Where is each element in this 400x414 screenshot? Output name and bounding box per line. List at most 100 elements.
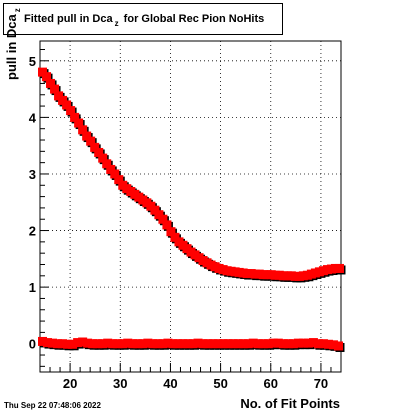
x-tick-label: 60: [264, 376, 278, 391]
data-point: [158, 214, 168, 224]
y-tick-label: 1: [29, 280, 36, 295]
data-point: [143, 338, 153, 348]
x-axis-label: No. of Fit Points: [240, 396, 340, 411]
data-point: [268, 338, 278, 348]
data-point: [98, 153, 108, 163]
data-point: [82, 131, 92, 141]
data-point: [133, 339, 143, 349]
data-point: [46, 78, 56, 88]
data-point: [193, 338, 203, 348]
data-point: [158, 339, 168, 349]
data-point: [203, 339, 213, 349]
data-point: [66, 106, 76, 116]
data-point: [253, 339, 263, 349]
y-tick-label: 5: [29, 54, 36, 69]
data-point: [78, 337, 88, 347]
data-point: [103, 338, 113, 348]
data-point: [208, 339, 218, 349]
data-point: [78, 125, 88, 135]
data-point: [308, 338, 318, 348]
data-point: [318, 339, 328, 349]
data-point: [63, 339, 73, 349]
data-point: [288, 339, 298, 349]
chart-title-box: Fitted pull in Dca z for Global Rec Pion …: [3, 3, 283, 35]
data-point: [166, 227, 176, 237]
data-point: [43, 338, 53, 348]
y-axis-label-main: pull in Dca: [4, 14, 19, 80]
data-point: [178, 339, 188, 349]
data-point: [273, 338, 283, 348]
data-point: [123, 338, 133, 348]
data-point: [188, 339, 198, 349]
data-point: [313, 339, 323, 349]
data-point: [278, 339, 288, 349]
data-point: [238, 339, 248, 349]
data-point: [223, 339, 233, 349]
data-point: [94, 147, 104, 157]
data-point: [86, 136, 96, 146]
data-point: [42, 72, 52, 82]
y-axis-label-subscript: z: [13, 8, 22, 13]
data-point: [170, 232, 180, 242]
x-tick-label: 50: [213, 376, 227, 391]
timestamp-footer: Thu Sep 22 07:48:06 2022: [4, 401, 101, 410]
data-point: [50, 84, 60, 94]
data-point: [328, 340, 338, 350]
x-tick-label: 30: [113, 376, 127, 391]
chart-title-main: Fitted pull in Dca: [24, 13, 113, 25]
data-point: [110, 169, 120, 179]
x-tick-label: 40: [163, 376, 177, 391]
data-point: [114, 175, 124, 185]
data-point: [258, 339, 268, 349]
data-point: [74, 118, 84, 128]
data-point: [163, 338, 173, 348]
data-point: [53, 339, 63, 349]
data-point: [333, 341, 343, 351]
data-point: [243, 339, 253, 349]
y-tick-label: 2: [29, 224, 36, 239]
data-point: [263, 339, 273, 349]
chart-title: Fitted pull in Dca z for Global Rec Pion …: [24, 13, 265, 28]
data-point: [108, 339, 118, 349]
data-point: [58, 339, 68, 349]
data-point: [48, 338, 58, 348]
data-point: [148, 339, 158, 349]
data-point: [198, 339, 208, 349]
data-point: [83, 338, 93, 348]
data-point: [68, 339, 78, 349]
data-point: [173, 339, 183, 349]
x-tick-label: 20: [63, 376, 77, 391]
data-point: [293, 338, 303, 348]
data-point: [90, 142, 100, 152]
data-point: [58, 95, 68, 105]
data-point: [283, 339, 293, 349]
data-point: [106, 164, 116, 174]
data-point: [138, 339, 148, 349]
y-tick-label: 3: [29, 167, 36, 182]
data-point: [62, 100, 72, 110]
data-point: [73, 338, 83, 348]
data-point: [128, 339, 138, 349]
data-point: [153, 339, 163, 349]
plot-frame: [39, 40, 342, 373]
data-point: [38, 336, 48, 346]
data-point: [213, 339, 223, 349]
data-point: [162, 220, 172, 230]
chart-title-rest: for Global Rec Pion NoHits: [120, 13, 265, 25]
data-point: [248, 338, 258, 348]
data-point: [303, 338, 313, 348]
data-point: [113, 339, 123, 349]
data-point: [334, 263, 344, 273]
data-point: [118, 339, 128, 349]
data-point: [218, 339, 228, 349]
data-point: [93, 339, 103, 349]
data-point: [183, 339, 193, 349]
data-point: [323, 339, 333, 349]
y-axis-label: pull in Dcaz: [4, 8, 22, 80]
data-point: [150, 205, 160, 215]
data-point: [98, 339, 108, 349]
chart-title-subscript: z: [114, 19, 119, 28]
x-tick-label: 70: [314, 376, 328, 391]
data-point: [54, 91, 64, 101]
